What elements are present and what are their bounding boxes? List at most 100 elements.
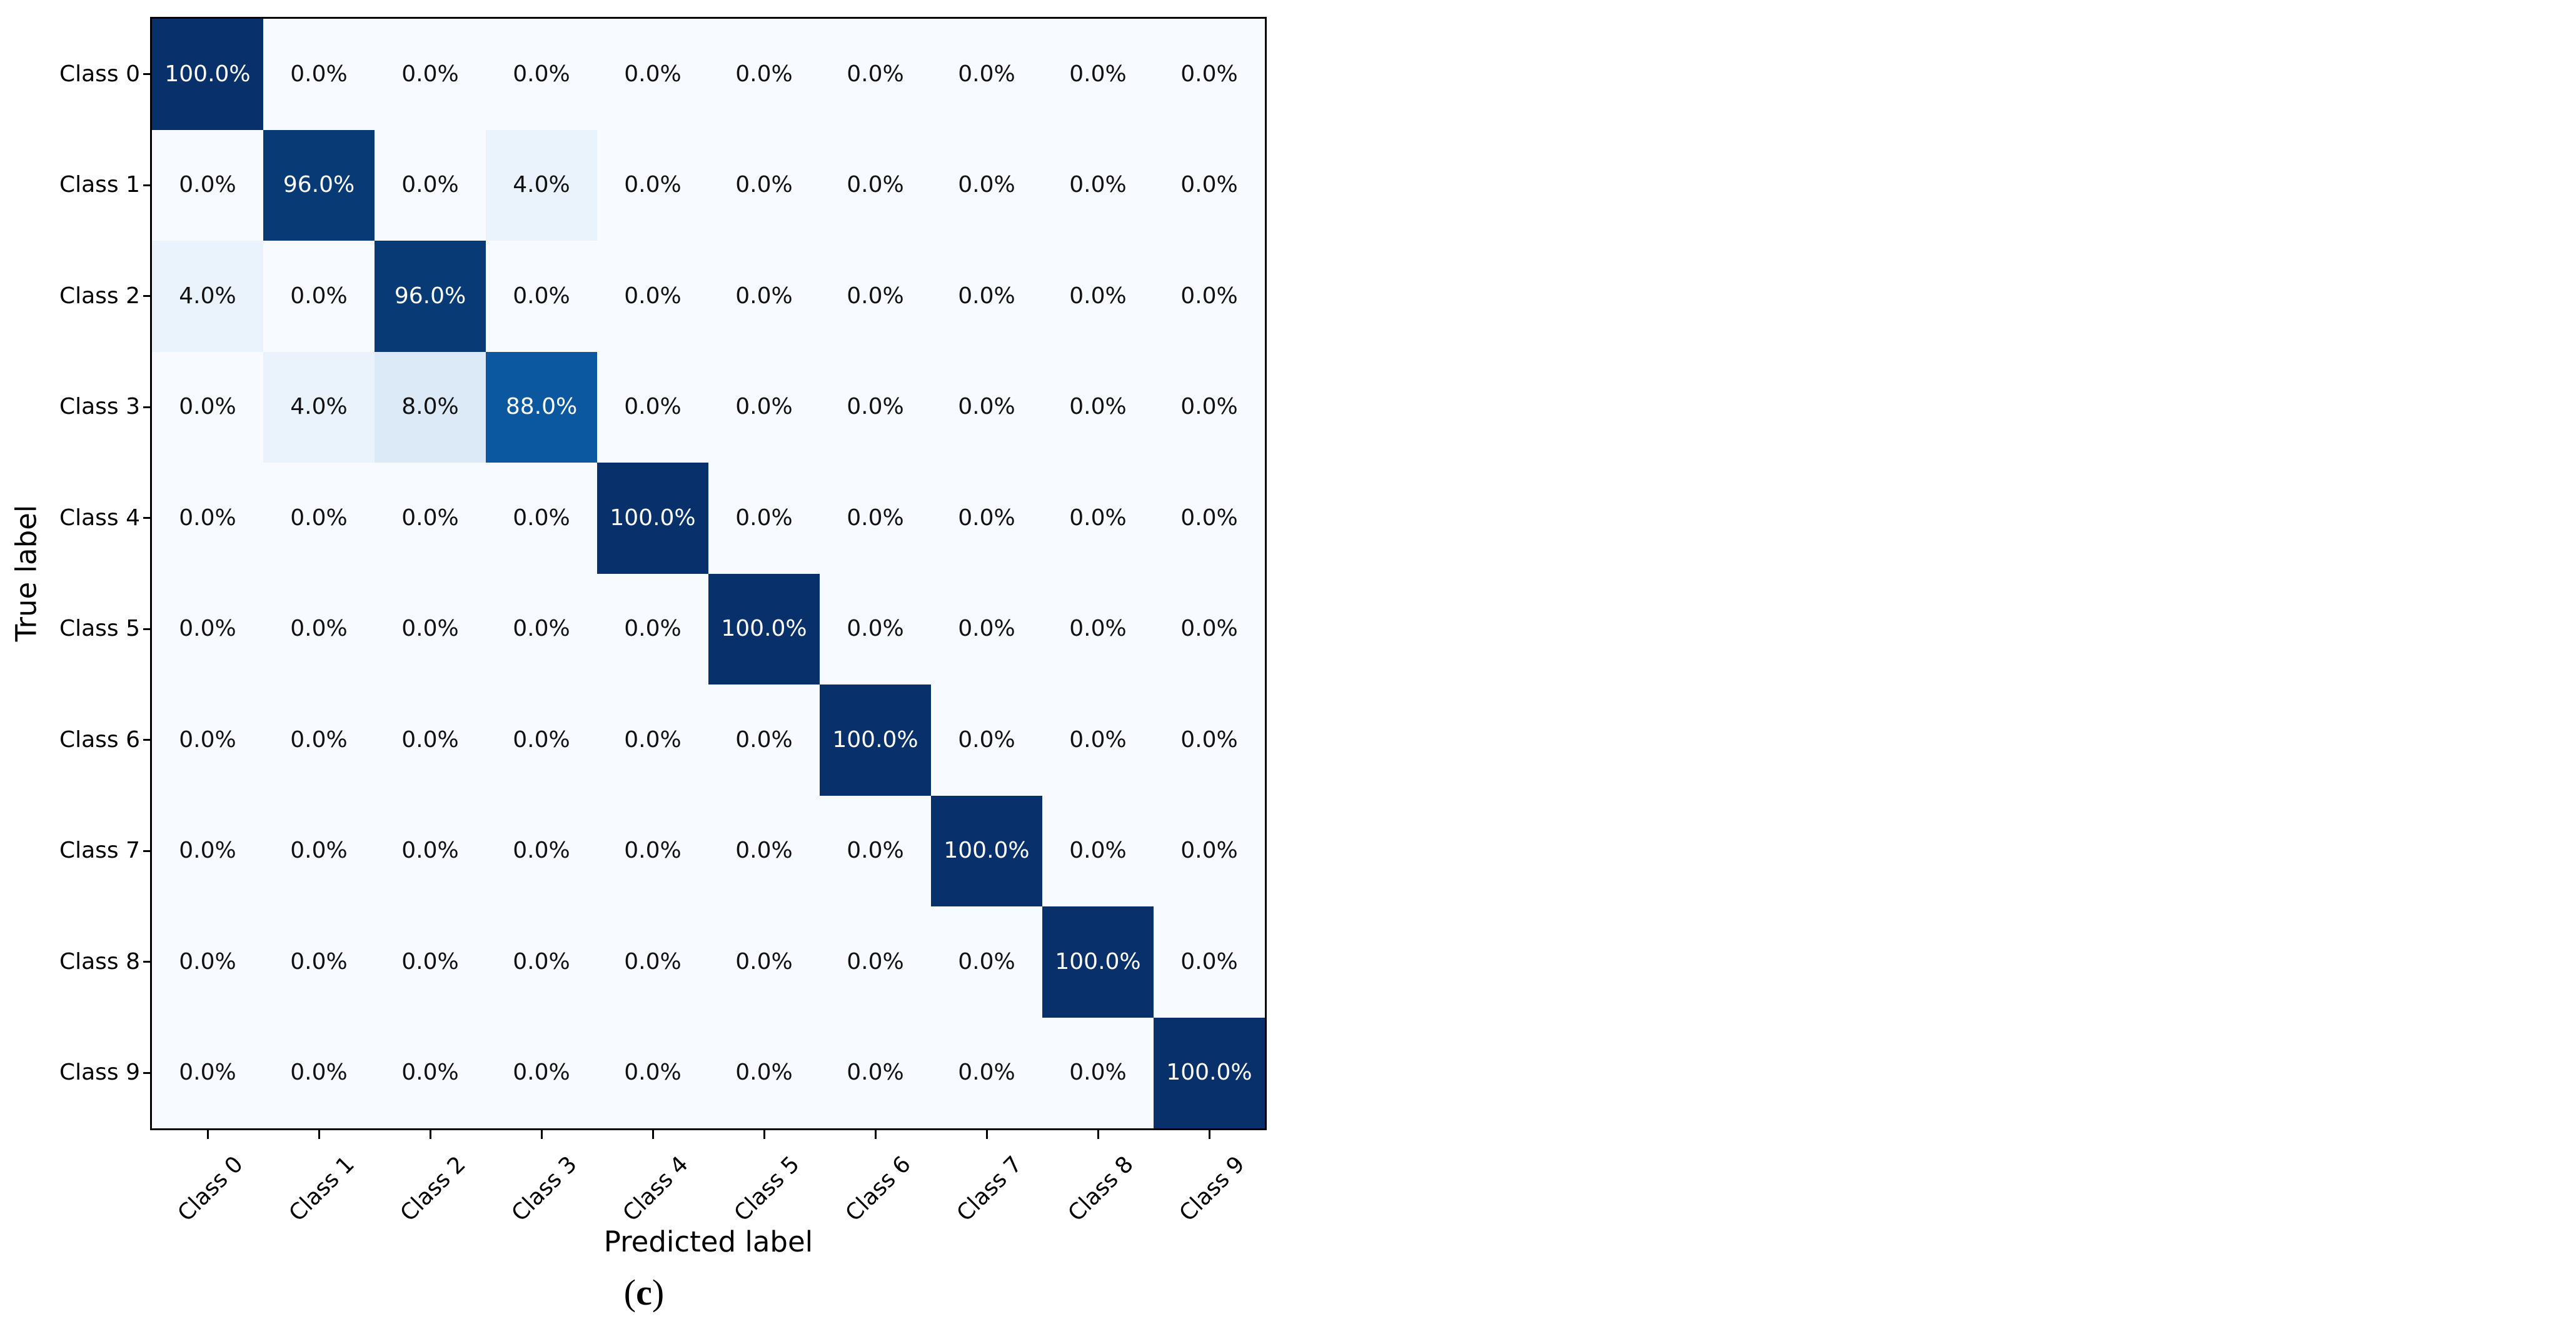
heatmap-cell: 0.0%	[708, 1017, 820, 1128]
heatmap-cell: 0.0%	[931, 906, 1042, 1018]
x-tick-mark	[874, 1130, 877, 1139]
heatmap-cell: 0.0%	[375, 685, 486, 796]
heatmap-cell: 0.0%	[263, 573, 375, 685]
x-tick-mark	[652, 1130, 654, 1139]
heatmap-cell: 100.0%	[1042, 906, 1154, 1018]
y-tick-label: Class 4	[59, 504, 140, 531]
y-tick-label: Class 0	[59, 61, 140, 87]
y-tick-label: Class 8	[59, 948, 140, 975]
heatmap-cell: 0.0%	[1154, 19, 1265, 130]
heatmap-cell: 0.0%	[486, 685, 597, 796]
x-tick-mark	[985, 1130, 988, 1139]
y-tick-label: Class 3	[59, 394, 140, 420]
heatmap-grid: 100.0% 0.0% 0.0% 0.0% 0.0% 0.0% 0.0% 0.0% 0.0% 0.…	[152, 19, 1265, 1128]
heatmap-cell: 0.0%	[1042, 795, 1154, 906]
heatmap-cell: 0.0%	[820, 241, 931, 352]
heatmap-cell: 0.0%	[931, 463, 1042, 574]
heatmap-cell: 0.0%	[152, 129, 263, 241]
x-tick-mark	[318, 1130, 320, 1139]
heatmap-cell: 0.0%	[708, 795, 820, 906]
y-tick-mark	[143, 517, 152, 519]
heatmap-cell: 0.0%	[931, 1017, 1042, 1128]
y-tick-label: Class 9	[59, 1060, 140, 1086]
y-tick-mark	[143, 628, 152, 630]
x-axis-title: Predicted label	[603, 1225, 813, 1258]
heatmap-cell: 0.0%	[1154, 906, 1265, 1018]
heatmap-cell: 0.0%	[1154, 463, 1265, 574]
heatmap-cell: 0.0%	[708, 685, 820, 796]
y-tick-label: Class 1	[59, 172, 140, 198]
y-axis-title: True label	[9, 504, 43, 642]
y-tick-mark	[143, 184, 152, 186]
heatmap-cell: 0.0%	[263, 19, 375, 130]
heatmap-cell: 0.0%	[820, 463, 931, 574]
heatmap-cell: 0.0%	[263, 463, 375, 574]
x-tick-mark	[1097, 1130, 1099, 1139]
heatmap-cell: 0.0%	[597, 685, 708, 796]
y-tick-mark	[143, 850, 152, 852]
heatmap-cell: 0.0%	[820, 129, 931, 241]
heatmap-cell: 100.0%	[1154, 1017, 1265, 1128]
heatmap-cell: 0.0%	[1154, 241, 1265, 352]
x-tick-mark	[429, 1130, 431, 1139]
x-tick-mark	[206, 1130, 209, 1139]
heatmap-cell: 100.0%	[152, 19, 263, 130]
heatmap-cell: 0.0%	[597, 129, 708, 241]
heatmap-cell: 0.0%	[1042, 241, 1154, 352]
confusion-matrix-figure: 100.0% 0.0% 0.0% 0.0% 0.0% 0.0% 0.0% 0.0% 0.0% 0.…	[9, 17, 1267, 1313]
heatmap-cell: 0.0%	[597, 906, 708, 1018]
heatmap-cell: 0.0%	[708, 19, 820, 130]
heatmap-cell: 0.0%	[263, 906, 375, 1018]
heatmap-cell: 0.0%	[597, 1017, 708, 1128]
heatmap-cell: 0.0%	[375, 19, 486, 130]
heatmap-cell: 0.0%	[820, 795, 931, 906]
heatmap-cell: 0.0%	[820, 351, 931, 463]
heatmap-cell: 0.0%	[486, 1017, 597, 1128]
heatmap-cell: 0.0%	[820, 573, 931, 685]
heatmap-cell: 0.0%	[597, 795, 708, 906]
heatmap-cell: 0.0%	[708, 463, 820, 574]
heatmap-cell: 4.0%	[152, 241, 263, 352]
heatmap-cell: 0.0%	[820, 1017, 931, 1128]
heatmap-cell: 0.0%	[152, 463, 263, 574]
y-tick-mark	[143, 1071, 152, 1074]
heatmap-cell: 0.0%	[263, 795, 375, 906]
y-tick-label: Class 7	[59, 838, 140, 864]
heatmap-cell: 0.0%	[375, 1017, 486, 1128]
heatmap-cell: 0.0%	[1154, 129, 1265, 241]
heatmap-cell: 0.0%	[263, 241, 375, 352]
heatmap-cell: 0.0%	[820, 19, 931, 130]
heatmap-cell: 0.0%	[708, 906, 820, 1018]
caption-open-paren: (	[623, 1272, 636, 1313]
heatmap-cell: 0.0%	[152, 795, 263, 906]
heatmap-cell: 0.0%	[486, 463, 597, 574]
heatmap-cell: 0.0%	[1042, 463, 1154, 574]
heatmap-cell: 0.0%	[152, 573, 263, 685]
heatmap-cell: 0.0%	[1042, 129, 1154, 241]
heatmap-cell: 0.0%	[1042, 1017, 1154, 1128]
heatmap-cell: 100.0%	[820, 685, 931, 796]
heatmap-cell: 0.0%	[486, 241, 597, 352]
heatmap-cell: 0.0%	[931, 685, 1042, 796]
heatmap-cell: 0.0%	[375, 795, 486, 906]
x-tick-label: Class 9	[1174, 1151, 1250, 1227]
heatmap-cell: 0.0%	[1154, 685, 1265, 796]
heatmap-cell: 0.0%	[152, 685, 263, 796]
heatmap-cell: 0.0%	[263, 685, 375, 796]
heatmap-cell: 96.0%	[263, 129, 375, 241]
x-tick-mark	[1208, 1130, 1210, 1139]
heatmap-cell: 0.0%	[931, 241, 1042, 352]
heatmap-cell: 0.0%	[708, 351, 820, 463]
heatmap-cell: 0.0%	[708, 129, 820, 241]
heatmap-cell: 100.0%	[597, 463, 708, 574]
heatmap-cell: 0.0%	[486, 906, 597, 1018]
heatmap-cell: 0.0%	[1154, 573, 1265, 685]
heatmap-cell: 0.0%	[375, 573, 486, 685]
heatmap-cell: 0.0%	[375, 129, 486, 241]
heatmap-cell: 96.0%	[375, 241, 486, 352]
heatmap-cell: 0.0%	[375, 906, 486, 1018]
heatmap-cell: 0.0%	[820, 906, 931, 1018]
y-tick-mark	[143, 961, 152, 963]
heatmap-cell: 0.0%	[1042, 351, 1154, 463]
